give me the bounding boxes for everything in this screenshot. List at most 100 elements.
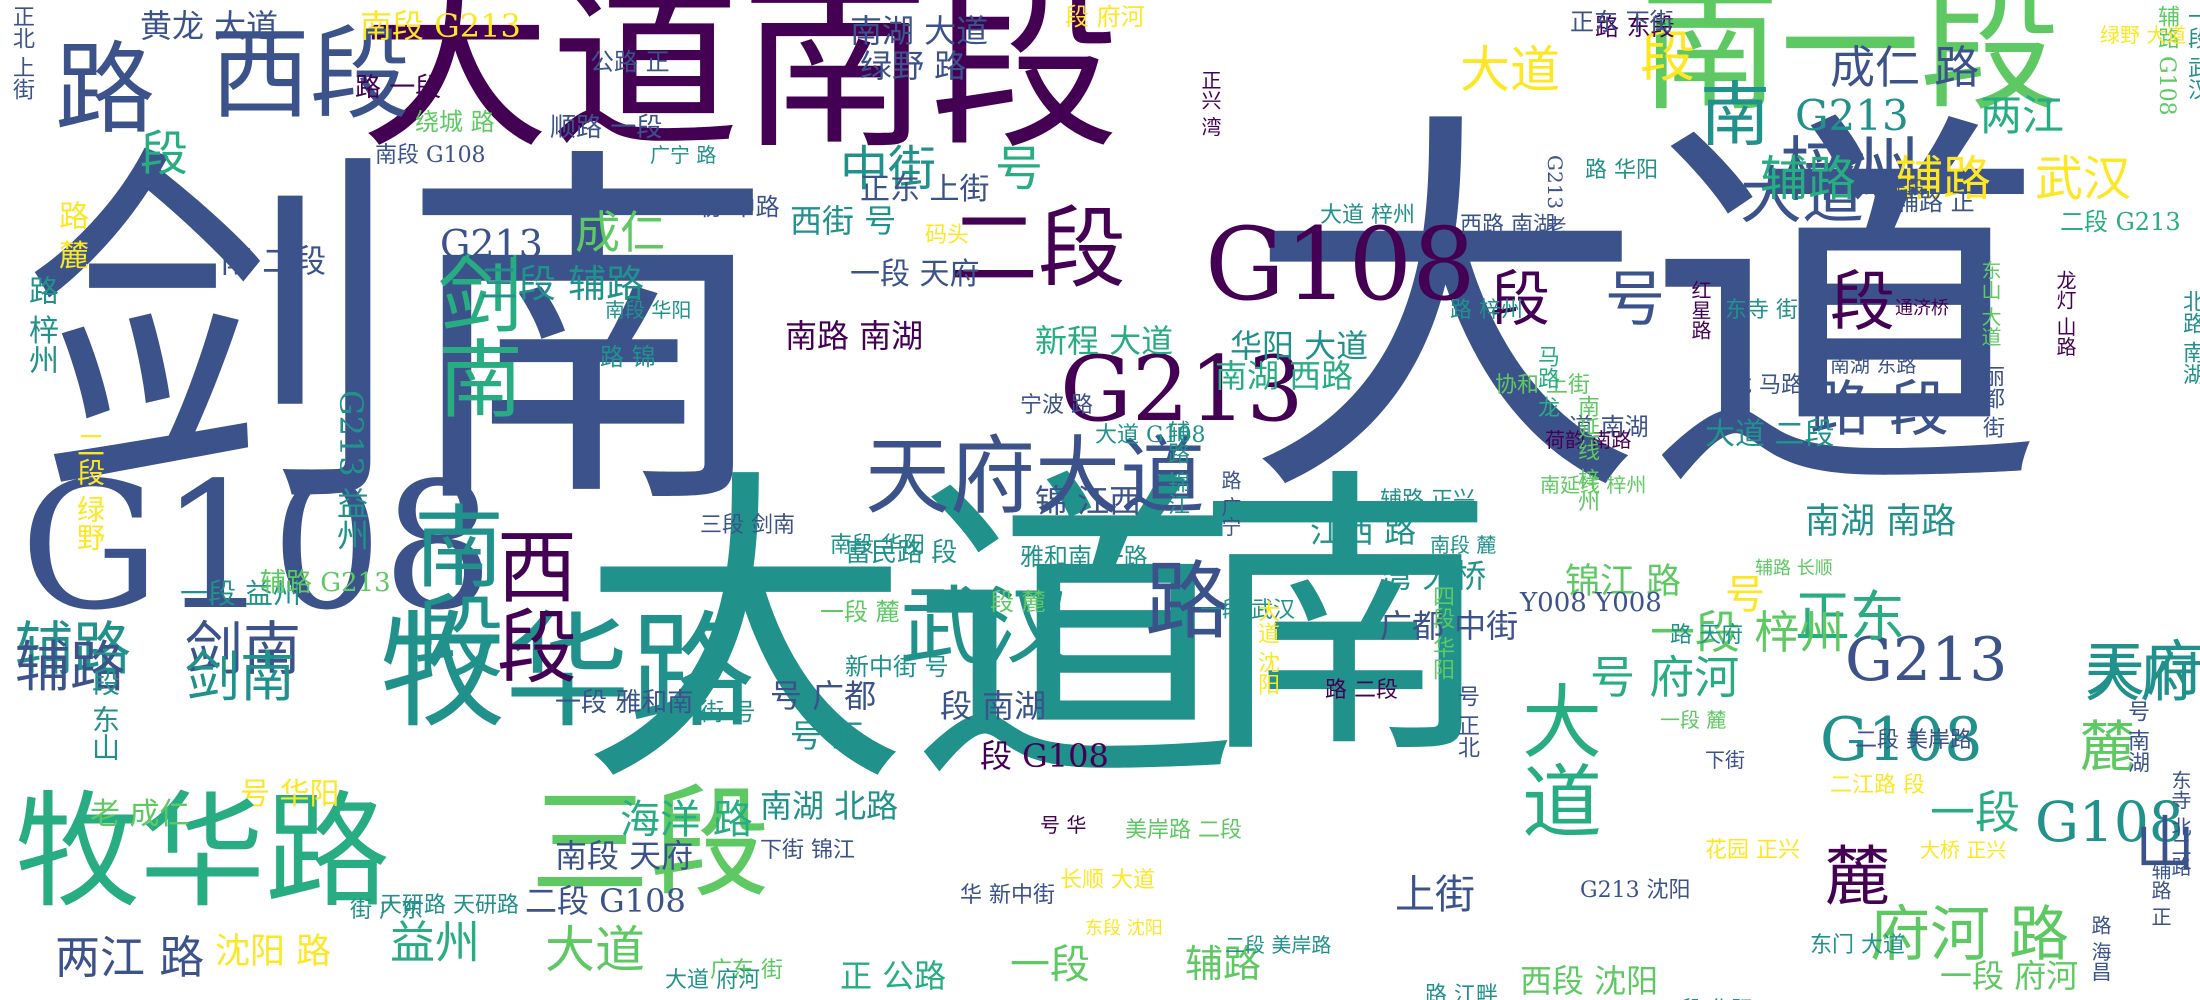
cloud-word: 大道 南湖 — [1545, 413, 1649, 441]
cloud-word: 花园 正兴 — [1705, 838, 1800, 863]
cloud-word: 路 天府 — [1670, 623, 1743, 648]
cloud-word: 马路 龙 — [1534, 345, 1559, 418]
cloud-word: G213 老 — [1543, 155, 1567, 236]
cloud-word: 富民路 段 — [845, 538, 958, 568]
cloud-word: 一段 府河 — [1940, 957, 2079, 995]
cloud-word: 路 华阳 — [1585, 158, 1658, 183]
cloud-word: 二段 G108 — [525, 882, 686, 920]
cloud-word: 黄龙 大道 — [140, 7, 279, 45]
cloud-word: 府河 路 — [1870, 900, 2070, 970]
cloud-word: 天府大道 — [865, 428, 1206, 527]
cloud-word: 段 麓 — [990, 588, 1046, 616]
cloud-word: 东门 大道 — [1810, 933, 1905, 958]
cloud-word: 绿野 路 — [860, 47, 967, 85]
cloud-word: 号 广都 — [770, 677, 877, 715]
cloud-word: 路 二段 — [1325, 678, 1398, 703]
cloud-word: 丽都 街 — [1979, 365, 2004, 438]
cloud-word: 华 新中街 — [960, 883, 1055, 908]
cloud-word: 中街 — [840, 141, 937, 197]
cloud-word: 辅路 — [15, 635, 126, 699]
cloud-word: 正兴 湾 — [1198, 70, 1222, 137]
cloud-word: 南湖 西路 — [1215, 357, 1354, 395]
cloud-word: 顺路 一段 — [550, 113, 663, 143]
cloud-word: 通济桥 — [1895, 298, 1949, 319]
cloud-word: 正东 上街 — [860, 172, 990, 207]
cloud-word: 南路 南湖 — [785, 317, 924, 355]
cloud-word: 二段 美岸路 — [1855, 728, 1972, 753]
cloud-word: 一段 益州 — [180, 577, 301, 610]
cloud-word: 一段 雅和南 — [555, 688, 694, 718]
cloud-word: 一段 武汉 — [1200, 598, 1295, 623]
cloud-word: 路 梓州 — [1450, 298, 1523, 323]
cloud-word: 辅路 锦江 — [1164, 420, 1189, 515]
cloud-word: 南湖 北路 — [760, 787, 899, 825]
cloud-word: 三段 — [530, 775, 770, 914]
cloud-word: 南段 G213 — [360, 7, 521, 45]
cloud-word: 南段 麓 — [1430, 533, 1497, 557]
cloud-word: 梓州 — [1780, 129, 1920, 211]
cloud-word: 辅路 — [1185, 942, 1262, 986]
cloud-word: 西街 号 — [790, 202, 897, 240]
cloud-word: G213 益州 — [332, 390, 370, 551]
cloud-word: 街 广东 — [350, 898, 423, 923]
cloud-word: 号 — [995, 141, 1044, 197]
cloud-word: 山 — [2135, 810, 2195, 880]
cloud-word: 大道南段 — [360, 0, 1121, 175]
cloud-word: 雅和南 一路 — [1020, 543, 1148, 571]
cloud-word: 剑南 — [25, 119, 775, 555]
cloud-word: 辅路 — [1760, 151, 1857, 207]
cloud-word: 麓 — [2080, 715, 2136, 779]
cloud-word: 南段 华阳 — [830, 533, 925, 558]
cloud-word: 牧华路 — [380, 600, 755, 745]
cloud-word: 段 G108 — [980, 737, 1109, 775]
cloud-word: 大道 府河 — [665, 968, 760, 993]
cloud-word: 路 — [1145, 553, 1231, 652]
cloud-word: 南湖 东路 — [1830, 353, 1917, 377]
cloud-word: 南 — [1700, 74, 1770, 156]
cloud-word: 正 公路 — [840, 957, 947, 995]
cloud-word: 一段 天府 — [850, 257, 980, 292]
cloud-word: 牧华路 — [15, 780, 390, 925]
cloud-word: 段 — [1640, 25, 1696, 89]
cloud-word: 西段 — [210, 16, 410, 133]
cloud-word: 湾 大桥 — [1380, 557, 1487, 595]
cloud-word: 辅路 — [15, 615, 132, 683]
cloud-word: 段 南湖 — [940, 687, 1047, 725]
cloud-word: 西路 南湖 — [1460, 213, 1555, 238]
cloud-word: 大道 梓州 — [1320, 203, 1415, 228]
cloud-word: 协和 上街 — [1495, 373, 1590, 398]
cloud-word: 武汉 — [900, 578, 1071, 677]
cloud-word: 下街 — [1705, 748, 1745, 772]
cloud-word: 二段 美岸路 — [1225, 933, 1332, 957]
cloud-word: 益州 — [390, 916, 481, 969]
cloud-word: 四段 华阳 — [1429, 585, 1454, 680]
cloud-word: 三段 剑南 — [700, 513, 795, 538]
cloud-word: 荷韵 南路 — [1545, 428, 1632, 452]
cloud-word: 大道 — [1245, 82, 2045, 547]
cloud-word: 一段 梓州 — [1650, 606, 1845, 659]
cloud-word: 路 江畔 — [1425, 983, 1498, 1000]
cloud-word: 东段 沈阳 — [1085, 918, 1163, 939]
cloud-word: 大道 — [1509, 680, 1602, 840]
cloud-word: 二段 绿野 — [73, 430, 106, 551]
cloud-word: 路 海昌 — [2088, 915, 2112, 982]
cloud-word: 路 东段 — [1865, 178, 1925, 199]
cloud-word: 路 东段 — [1595, 13, 1675, 41]
cloud-word: 二江路 段 — [1830, 773, 1925, 798]
cloud-word: G213 — [440, 222, 543, 266]
cloud-word: G213 — [1060, 337, 1304, 442]
cloud-word: 码头 — [925, 223, 970, 248]
cloud-word: 沈阳 路 — [215, 932, 332, 972]
cloud-word: 号 正 — [790, 717, 865, 755]
cloud-word: 锦 江西 — [1035, 482, 1142, 520]
cloud-word: 新中街 号 — [845, 653, 949, 681]
cloud-word: 南 二段 — [220, 242, 327, 280]
cloud-word: 大道 — [545, 921, 645, 979]
cloud-word: 路 麓 — [53, 200, 88, 270]
cloud-word: G108 — [1820, 705, 1983, 775]
cloud-word: 北路 南湖 — [2179, 290, 2200, 385]
cloud-word: 一段 麓 — [820, 598, 900, 626]
cloud-word: 南延线 梓州 — [1540, 473, 1647, 497]
cloud-word: 广东 街 — [710, 958, 783, 983]
